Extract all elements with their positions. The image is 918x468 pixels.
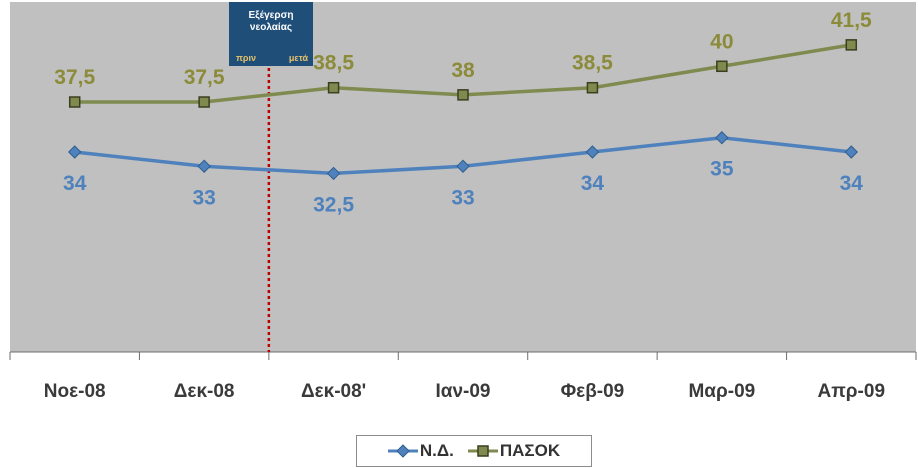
data-point	[844, 145, 858, 159]
x-axis-ticks	[9, 352, 917, 360]
event-after-label: μετά	[288, 53, 308, 63]
series-layer: 34 33 32,5 33 34 35 34 37,5 37,5 38,5 38 38,5 40 41,5	[54, 9, 872, 217]
data-label: 32,5	[313, 193, 354, 216]
data-point	[715, 131, 729, 145]
x-tick-label: Νοε-08	[44, 381, 106, 402]
chart-legend: Ν.Δ. ΠΑΣΟΚ	[356, 435, 592, 467]
data-point	[68, 96, 81, 108]
data-label: 34	[840, 172, 864, 195]
data-point	[197, 159, 211, 173]
data-label: 35	[710, 158, 734, 181]
data-point	[198, 96, 210, 108]
x-tick-label: Ιαν-09	[436, 381, 491, 402]
x-axis-labels: Νοε-08 Δεκ-08 Δεκ-08' Ιαν-09 Φεβ-09 Μαρ-09 Απρ…	[44, 381, 885, 402]
series-1: 37,5 37,5 38,5 38 38,5 40 41,5	[54, 9, 872, 108]
data-label: 37,5	[184, 66, 225, 89]
data-label: 34	[63, 172, 87, 195]
x-tick-label: Δεκ-08'	[301, 381, 366, 402]
data-label: 38	[451, 59, 475, 82]
data-point	[68, 145, 82, 159]
data-point	[327, 81, 340, 94]
legend-pasok-marker-icon	[467, 445, 498, 457]
legend-pasok-label: ΠΑΣΟΚ	[499, 441, 561, 460]
data-label: 40	[710, 30, 733, 53]
x-tick-label: Φεβ-09	[561, 381, 625, 402]
event-title: Εξέγερση νεολαίας	[248, 10, 294, 33]
data-label: 33	[192, 186, 215, 209]
data-label: 33	[451, 186, 474, 209]
data-point	[586, 81, 599, 94]
data-point	[845, 39, 858, 51]
data-point	[585, 145, 600, 159]
plot-area	[10, 2, 916, 352]
legend-item-nd: Ν.Δ.	[387, 441, 454, 461]
event-before-label: πριν	[236, 53, 256, 63]
data-label: 37,5	[54, 66, 95, 89]
data-label: 38,5	[313, 52, 354, 75]
x-tick-label: Απρ-09	[818, 381, 885, 402]
data-label: 34	[581, 172, 605, 195]
legend-nd-marker-icon	[387, 444, 418, 458]
x-tick-label: Δεκ-08	[174, 381, 235, 402]
data-label: 41,5	[831, 9, 872, 32]
data-label: 38,5	[572, 52, 613, 75]
data-point	[716, 60, 728, 73]
data-point	[457, 89, 469, 101]
event-annotation-box: Εξέγερση νεολαίας πριν μετά	[229, 2, 313, 66]
data-point	[326, 166, 341, 181]
x-tick-label: Μαρ-09	[688, 381, 755, 402]
legend-item-pasok: ΠΑΣΟΚ	[467, 441, 561, 461]
legend-nd-label: Ν.Δ.	[419, 441, 454, 460]
series-0: 34 33 32,5 33 34 35 34	[63, 131, 864, 216]
data-point	[456, 159, 470, 173]
